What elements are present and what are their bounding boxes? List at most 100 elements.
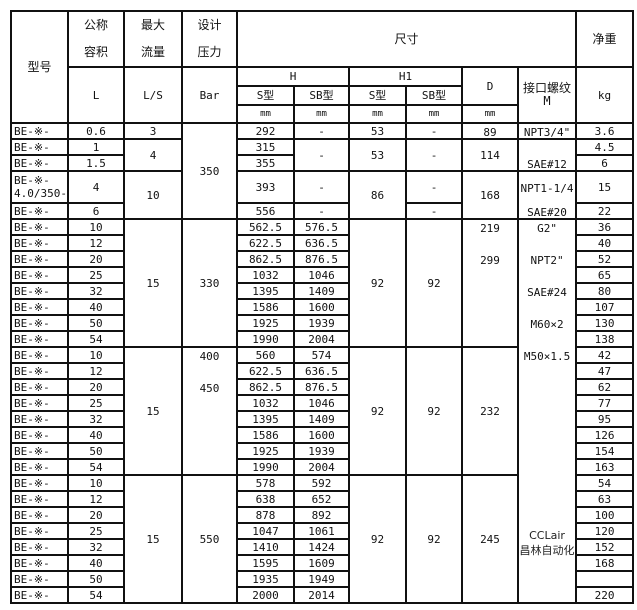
weight-cell: 6: [575, 154, 635, 172]
h-sb-cell: 574: [293, 346, 350, 364]
weight-cell: 154: [575, 442, 635, 460]
weight-cell: 54: [575, 474, 635, 492]
weight-cell: 120: [575, 522, 635, 540]
model-cell: BE-※-: [10, 554, 69, 572]
table-row: BE-※- 10 15 400 450 560 574 92 92 232 42: [10, 346, 635, 476]
d-cell: 89: [461, 122, 519, 140]
header-volume: 公称 容积: [67, 10, 125, 68]
h1-s-cell: 53: [348, 122, 407, 140]
volume-cell: 54: [67, 586, 125, 604]
h-sb-cell: 2004: [293, 330, 350, 348]
h-s-cell: 1410: [236, 538, 295, 556]
model-cell: BE-※-: [10, 474, 69, 492]
h-sb-cell: 876.5: [293, 378, 350, 396]
h1-s-cell: 92: [348, 346, 407, 476]
h-sb-cell: 1949: [293, 570, 350, 588]
model-cell: BE-※-: [10, 202, 69, 220]
volume-cell: 12: [67, 234, 125, 252]
d-cell: 114: [461, 138, 519, 172]
h-s-cell: 878: [236, 506, 295, 524]
h-s-cell: 1395: [236, 282, 295, 300]
h-s-cell: 292: [236, 122, 295, 140]
h-sb-cell: 636.5: [293, 362, 350, 380]
volume-cell: 1.5: [67, 154, 125, 172]
unit-mm: mm: [405, 104, 463, 124]
table-row: BE-※- 32 1410 1424 152: [10, 538, 635, 556]
table-row: BE-※- 50 1935 1949: [10, 570, 635, 588]
header-h-sb: SB型: [293, 85, 350, 106]
model-cell: BE-※-: [10, 538, 69, 556]
weight-cell: 22: [575, 202, 635, 220]
table-row: BE-※- 1.5 355 6: [10, 154, 635, 172]
weight-cell: 100: [575, 506, 635, 524]
volume-cell: 25: [67, 522, 125, 540]
thread-cell-text: NPT2": [530, 253, 564, 267]
h1-sb-cell: 92: [405, 346, 463, 476]
model-cell: BE-※-: [10, 522, 69, 540]
table-row: BE-※- 25 1047 1061 120: [10, 522, 635, 540]
pressure-cell-text: 550: [199, 532, 220, 546]
table-row: BE-※- 32 1395 1409 80: [10, 282, 635, 300]
flow-cell: 4: [123, 138, 183, 172]
unit-flow: L/S: [123, 66, 183, 124]
volume-cell: 32: [67, 282, 125, 300]
h-s-cell: 562.5: [236, 218, 295, 236]
d-cell-text: 168: [480, 188, 500, 202]
model-cell: BE-※-: [10, 218, 69, 236]
h-sb-cell: 1600: [293, 298, 350, 316]
model-cell: BE-※- 4.0/350-: [10, 170, 69, 204]
unit-mm: mm: [461, 104, 519, 124]
h1-s-cell: 92: [348, 474, 407, 604]
d-cell: 232: [461, 346, 519, 476]
header-h1-sb: SB型: [405, 85, 463, 106]
h-s-cell: 1395: [236, 410, 295, 428]
table-row: BE-※- 40 1586 1600 126: [10, 426, 635, 444]
h-s-cell: 622.5: [236, 362, 295, 380]
weight-cell: 220: [575, 586, 635, 604]
header-dimensions: 尺寸: [235, 10, 578, 68]
volume-cell: 32: [67, 538, 125, 556]
volume-cell: 54: [67, 330, 125, 348]
volume-cell: 10: [67, 474, 125, 492]
h-s-cell: 1935: [236, 570, 295, 588]
table-row: BE-※- 40 1595 1609 168: [10, 554, 635, 572]
volume-cell: 40: [67, 298, 125, 316]
h1-sb-cell: -: [405, 202, 463, 220]
thread-cell-text: SAE#12: [527, 157, 567, 171]
volume-cell: 10: [67, 218, 125, 236]
h1-sb-cell: -: [405, 122, 463, 140]
table-row: BE-※- 20 862.5 876.5 52: [10, 250, 635, 268]
h-s-cell: 1990: [236, 458, 295, 476]
weight-cell: 62: [575, 378, 635, 396]
table-row: BE-※- 0.6 3 350 292-53-89 NPT3/4" 3.6: [10, 122, 635, 220]
header-h-s: S型: [236, 85, 295, 106]
unit-pressure: Bar: [181, 66, 238, 124]
pressure-cell: 400 450: [181, 346, 238, 476]
h-sb-cell: 1424: [293, 538, 350, 556]
pressure-cell-text: 400: [199, 349, 220, 363]
unit-mm: mm: [293, 104, 350, 124]
h-s-cell: 315: [236, 138, 295, 156]
unit-volume: L: [67, 66, 125, 124]
weight-cell: 42: [575, 346, 635, 364]
weight-cell: 65: [575, 266, 635, 284]
model-cell: BE-※-: [10, 490, 69, 508]
table-row: BE-※- 50 1925 1939 130: [10, 314, 635, 332]
weight-cell: 138: [575, 330, 635, 348]
d-cell: 219 299: [461, 218, 519, 348]
table-row: BE-※- 10 15 550 578 592 92 92 245 54: [10, 474, 635, 604]
thread-cell-text: SAE#24: [527, 285, 567, 299]
h-s-cell: 1595: [236, 554, 295, 572]
table-row: BE-※- 6 556- -22: [10, 202, 635, 220]
h-s-cell: 560: [236, 346, 295, 364]
h-sb-cell: 652: [293, 490, 350, 508]
volume-cell: 10: [67, 346, 125, 364]
h-sb-cell: 1409: [293, 410, 350, 428]
volume-cell: 6: [67, 202, 125, 220]
model-cell: BE-※-: [10, 154, 69, 172]
model-cell: BE-※-: [10, 346, 69, 364]
weight-cell: 80: [575, 282, 635, 300]
volume-cell: 1: [67, 138, 125, 156]
header-flow: 最大 流量: [123, 10, 183, 68]
weight-cell: 126: [575, 426, 635, 444]
